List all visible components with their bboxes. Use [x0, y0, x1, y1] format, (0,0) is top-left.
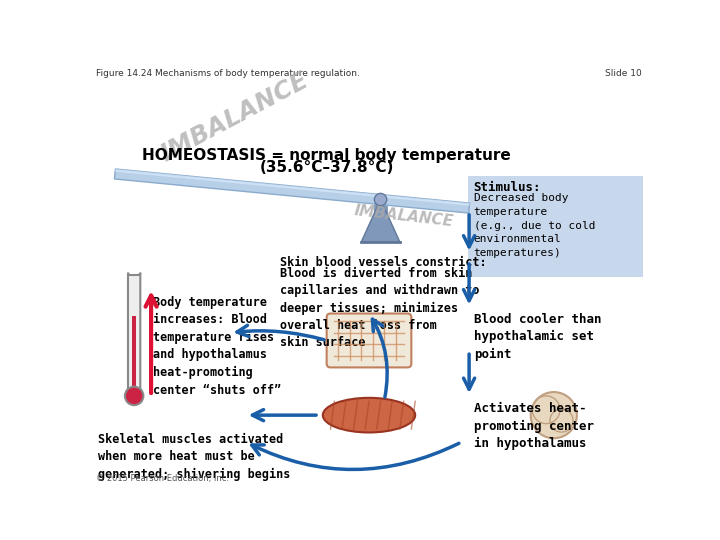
FancyArrowPatch shape	[252, 443, 459, 469]
Text: Skeletal muscles activated
when more heat must be
generated; shivering begins: Skeletal muscles activated when more hea…	[98, 433, 290, 481]
FancyBboxPatch shape	[468, 176, 643, 278]
Circle shape	[374, 193, 387, 206]
Text: Figure 14.24 Mechanisms of body temperature regulation.: Figure 14.24 Mechanisms of body temperat…	[96, 69, 360, 78]
Text: Body temperature
increases: Blood
temperature rises
and hypothalamus
heat-promot: Body temperature increases: Blood temper…	[153, 296, 282, 396]
FancyBboxPatch shape	[132, 316, 137, 396]
FancyArrowPatch shape	[253, 410, 316, 421]
Circle shape	[125, 387, 143, 405]
FancyArrowPatch shape	[464, 354, 474, 389]
Text: © 2015 Pearson Education, Inc.: © 2015 Pearson Education, Inc.	[96, 475, 230, 483]
FancyArrowPatch shape	[464, 264, 474, 301]
FancyArrowPatch shape	[237, 325, 324, 340]
Polygon shape	[361, 200, 400, 242]
Text: Activates heat-
promoting center
in hypothalamus: Activates heat- promoting center in hypo…	[474, 402, 594, 450]
Text: IMBALANCE: IMBALANCE	[156, 68, 312, 166]
Text: Decreased body
temperature
(e.g., due to cold
environmental
temperatures): Decreased body temperature (e.g., due to…	[474, 193, 595, 258]
Text: HOMEOSTASIS = normal body temperature: HOMEOSTASIS = normal body temperature	[143, 148, 511, 163]
FancyArrowPatch shape	[464, 215, 474, 247]
Text: Blood is diverted from skin
capillaries and withdrawn to
deeper tissues; minimiz: Blood is diverted from skin capillaries …	[281, 267, 480, 349]
FancyBboxPatch shape	[327, 314, 411, 367]
Text: Blood cooler than
hypothalamic set
point: Blood cooler than hypothalamic set point	[474, 313, 601, 361]
Text: Skin blood vessels constrict:: Skin blood vessels constrict:	[281, 256, 487, 269]
Polygon shape	[114, 169, 469, 213]
Ellipse shape	[323, 398, 415, 433]
Text: IMBALANCE: IMBALANCE	[353, 204, 454, 230]
Text: Slide 10: Slide 10	[605, 69, 642, 78]
FancyBboxPatch shape	[128, 273, 140, 396]
FancyArrowPatch shape	[372, 319, 387, 397]
Text: (35.6°C–37.8°C): (35.6°C–37.8°C)	[259, 160, 394, 176]
Circle shape	[531, 392, 577, 438]
Polygon shape	[115, 169, 469, 206]
FancyArrowPatch shape	[145, 295, 157, 393]
Text: Stimulus:: Stimulus:	[474, 181, 541, 194]
